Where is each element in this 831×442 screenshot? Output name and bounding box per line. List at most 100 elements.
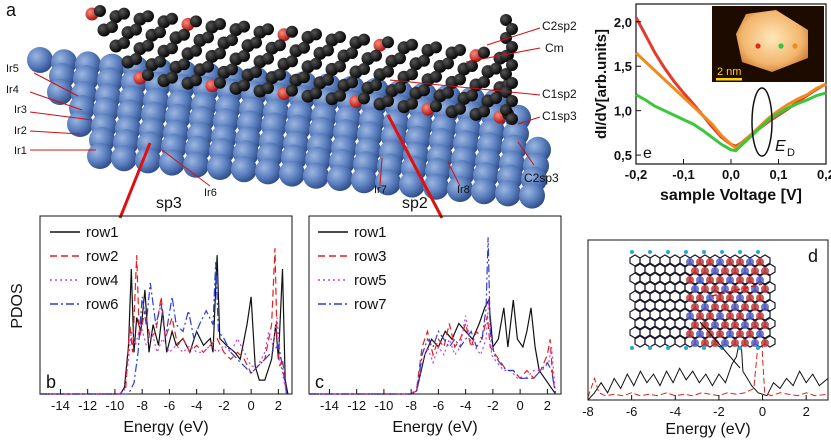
callout-label-sp2: sp2 bbox=[402, 195, 428, 212]
ldos-blob bbox=[696, 276, 704, 284]
ldos-blob bbox=[746, 276, 754, 284]
panel-d-pdos-chart: -8 -6 -4 -2 0 2 Energy (eV) d bbox=[582, 239, 829, 438]
ldos-blob bbox=[756, 294, 764, 302]
ldos-blob bbox=[691, 285, 699, 293]
ldos-blob bbox=[761, 285, 769, 293]
plot-frame-c bbox=[308, 215, 562, 395]
hydrogen-atom bbox=[666, 250, 670, 254]
carbon-atom bbox=[382, 36, 394, 49]
hydrogen-atom bbox=[648, 250, 652, 254]
x-tick-label: -8 bbox=[582, 404, 594, 419]
ldos-blob bbox=[696, 258, 704, 266]
carbon-atom bbox=[262, 82, 274, 94]
x-tick-label: -12 bbox=[78, 398, 97, 413]
carbon-atom bbox=[142, 69, 154, 81]
x-tick-label: -4 bbox=[460, 398, 472, 413]
carbon-atom bbox=[370, 49, 382, 62]
series-line-row4 bbox=[40, 317, 288, 395]
carbon-atom bbox=[478, 105, 490, 118]
ir-atom bbox=[255, 158, 281, 185]
carbon-atom bbox=[478, 46, 490, 59]
ir-atom bbox=[47, 79, 73, 105]
axis-ticks-e: -0,2 -0,1 0,0 0,1 0,2 0,5 1,0 1,5 2,0 bbox=[614, 15, 831, 182]
hydrogen-atom bbox=[738, 250, 742, 254]
hydrogen-atom bbox=[702, 346, 706, 350]
label-leaders bbox=[29, 27, 541, 187]
x-tick-label: -14 bbox=[320, 398, 339, 413]
panel-e-sts-chart: -0,2 -0,1 0,0 0,1 0,2 0,5 1,0 1,5 2,0 dI/dV[arb.… bbox=[593, 3, 831, 204]
carbon-atom bbox=[130, 23, 142, 36]
ir-label-8: Ir8 bbox=[457, 184, 470, 196]
ldos-blob bbox=[686, 276, 694, 284]
x-tick-label: -14 bbox=[51, 398, 70, 413]
carbon-atom bbox=[406, 38, 418, 51]
panel-letter-b: b bbox=[46, 372, 56, 392]
ir-atom bbox=[375, 169, 401, 196]
ldos-blob bbox=[711, 321, 719, 329]
ldos-blob bbox=[721, 339, 729, 347]
svg-text:Ir8: Ir8 bbox=[457, 184, 470, 196]
ir-atom bbox=[159, 149, 185, 176]
ldos-blob bbox=[756, 258, 764, 266]
carbon-atom bbox=[442, 86, 454, 99]
carbon-atom bbox=[454, 44, 466, 56]
y-tick-label: 2,0 bbox=[614, 15, 632, 30]
hydrogen-atom bbox=[630, 346, 634, 350]
ldos-blob bbox=[686, 330, 694, 338]
carbon-atom bbox=[346, 76, 358, 89]
x-tick-label: 2 bbox=[803, 404, 810, 419]
hydrogen-atom bbox=[648, 346, 652, 350]
green-spectrum-point bbox=[778, 43, 784, 49]
ldos-blob bbox=[701, 267, 709, 275]
y-tick-label: 0,5 bbox=[614, 148, 632, 163]
ldos-blob bbox=[686, 294, 694, 302]
carbon-atom bbox=[118, 7, 130, 20]
carbon-atom bbox=[334, 31, 346, 43]
carbon-atom bbox=[190, 15, 202, 28]
x-ticks-c: -14 -12 -10 -8 -6 -4 -2 0 2 bbox=[320, 389, 551, 413]
carbon-atom bbox=[490, 62, 502, 75]
svg-text:D: D bbox=[787, 147, 795, 159]
panel-letter-c: c bbox=[315, 372, 324, 392]
ir-label-4: Ir4 bbox=[6, 84, 19, 96]
legend-label-row1: row1 bbox=[86, 224, 119, 241]
carbon-atom bbox=[202, 31, 214, 44]
inset-leader-black bbox=[699, 321, 741, 369]
ldos-blob bbox=[711, 267, 719, 275]
ir-atom bbox=[183, 151, 209, 178]
panel-letter-d: d bbox=[808, 246, 818, 266]
carbon-atom bbox=[190, 74, 202, 87]
carbon-atom bbox=[442, 57, 454, 70]
orange-spectrum-point bbox=[792, 43, 798, 49]
y-tick-label: 1,0 bbox=[614, 104, 632, 119]
legend-label-row6: row6 bbox=[86, 296, 119, 313]
x-axis-title-b: Energy (eV) bbox=[123, 419, 208, 436]
carbon-atom bbox=[490, 92, 502, 104]
ldos-blob bbox=[731, 303, 739, 311]
ir-atom bbox=[495, 180, 521, 207]
x-tick-label: -0,1 bbox=[672, 167, 694, 182]
hydrogen-atom bbox=[684, 250, 688, 254]
carbon-atom bbox=[478, 76, 490, 88]
c-label-c2sp2-top: C2sp2 bbox=[542, 19, 577, 33]
ir-label-2: Ir2 bbox=[14, 125, 27, 137]
carbon-atom bbox=[506, 77, 518, 89]
scale-bar bbox=[716, 78, 742, 81]
carbon-atom bbox=[506, 113, 518, 125]
series-group-c bbox=[309, 237, 557, 395]
ldos-blob bbox=[731, 285, 739, 293]
legend-label-row5: row5 bbox=[354, 272, 387, 289]
ldos-blob bbox=[691, 321, 699, 329]
y-axis-title-e: dI/dV[arb.units] bbox=[593, 29, 610, 139]
carbon-atom bbox=[358, 63, 370, 75]
carbon-atom bbox=[298, 71, 310, 84]
carbon-atom bbox=[262, 23, 274, 36]
ir-atom bbox=[279, 160, 305, 187]
series-group-e bbox=[634, 16, 827, 153]
x-tick-label: -6 bbox=[164, 398, 176, 413]
ldos-blob bbox=[761, 321, 769, 329]
carbon-atom bbox=[142, 39, 154, 52]
callout-line-sp3 bbox=[118, 142, 152, 219]
svg-text:Ir2: Ir2 bbox=[14, 125, 27, 137]
